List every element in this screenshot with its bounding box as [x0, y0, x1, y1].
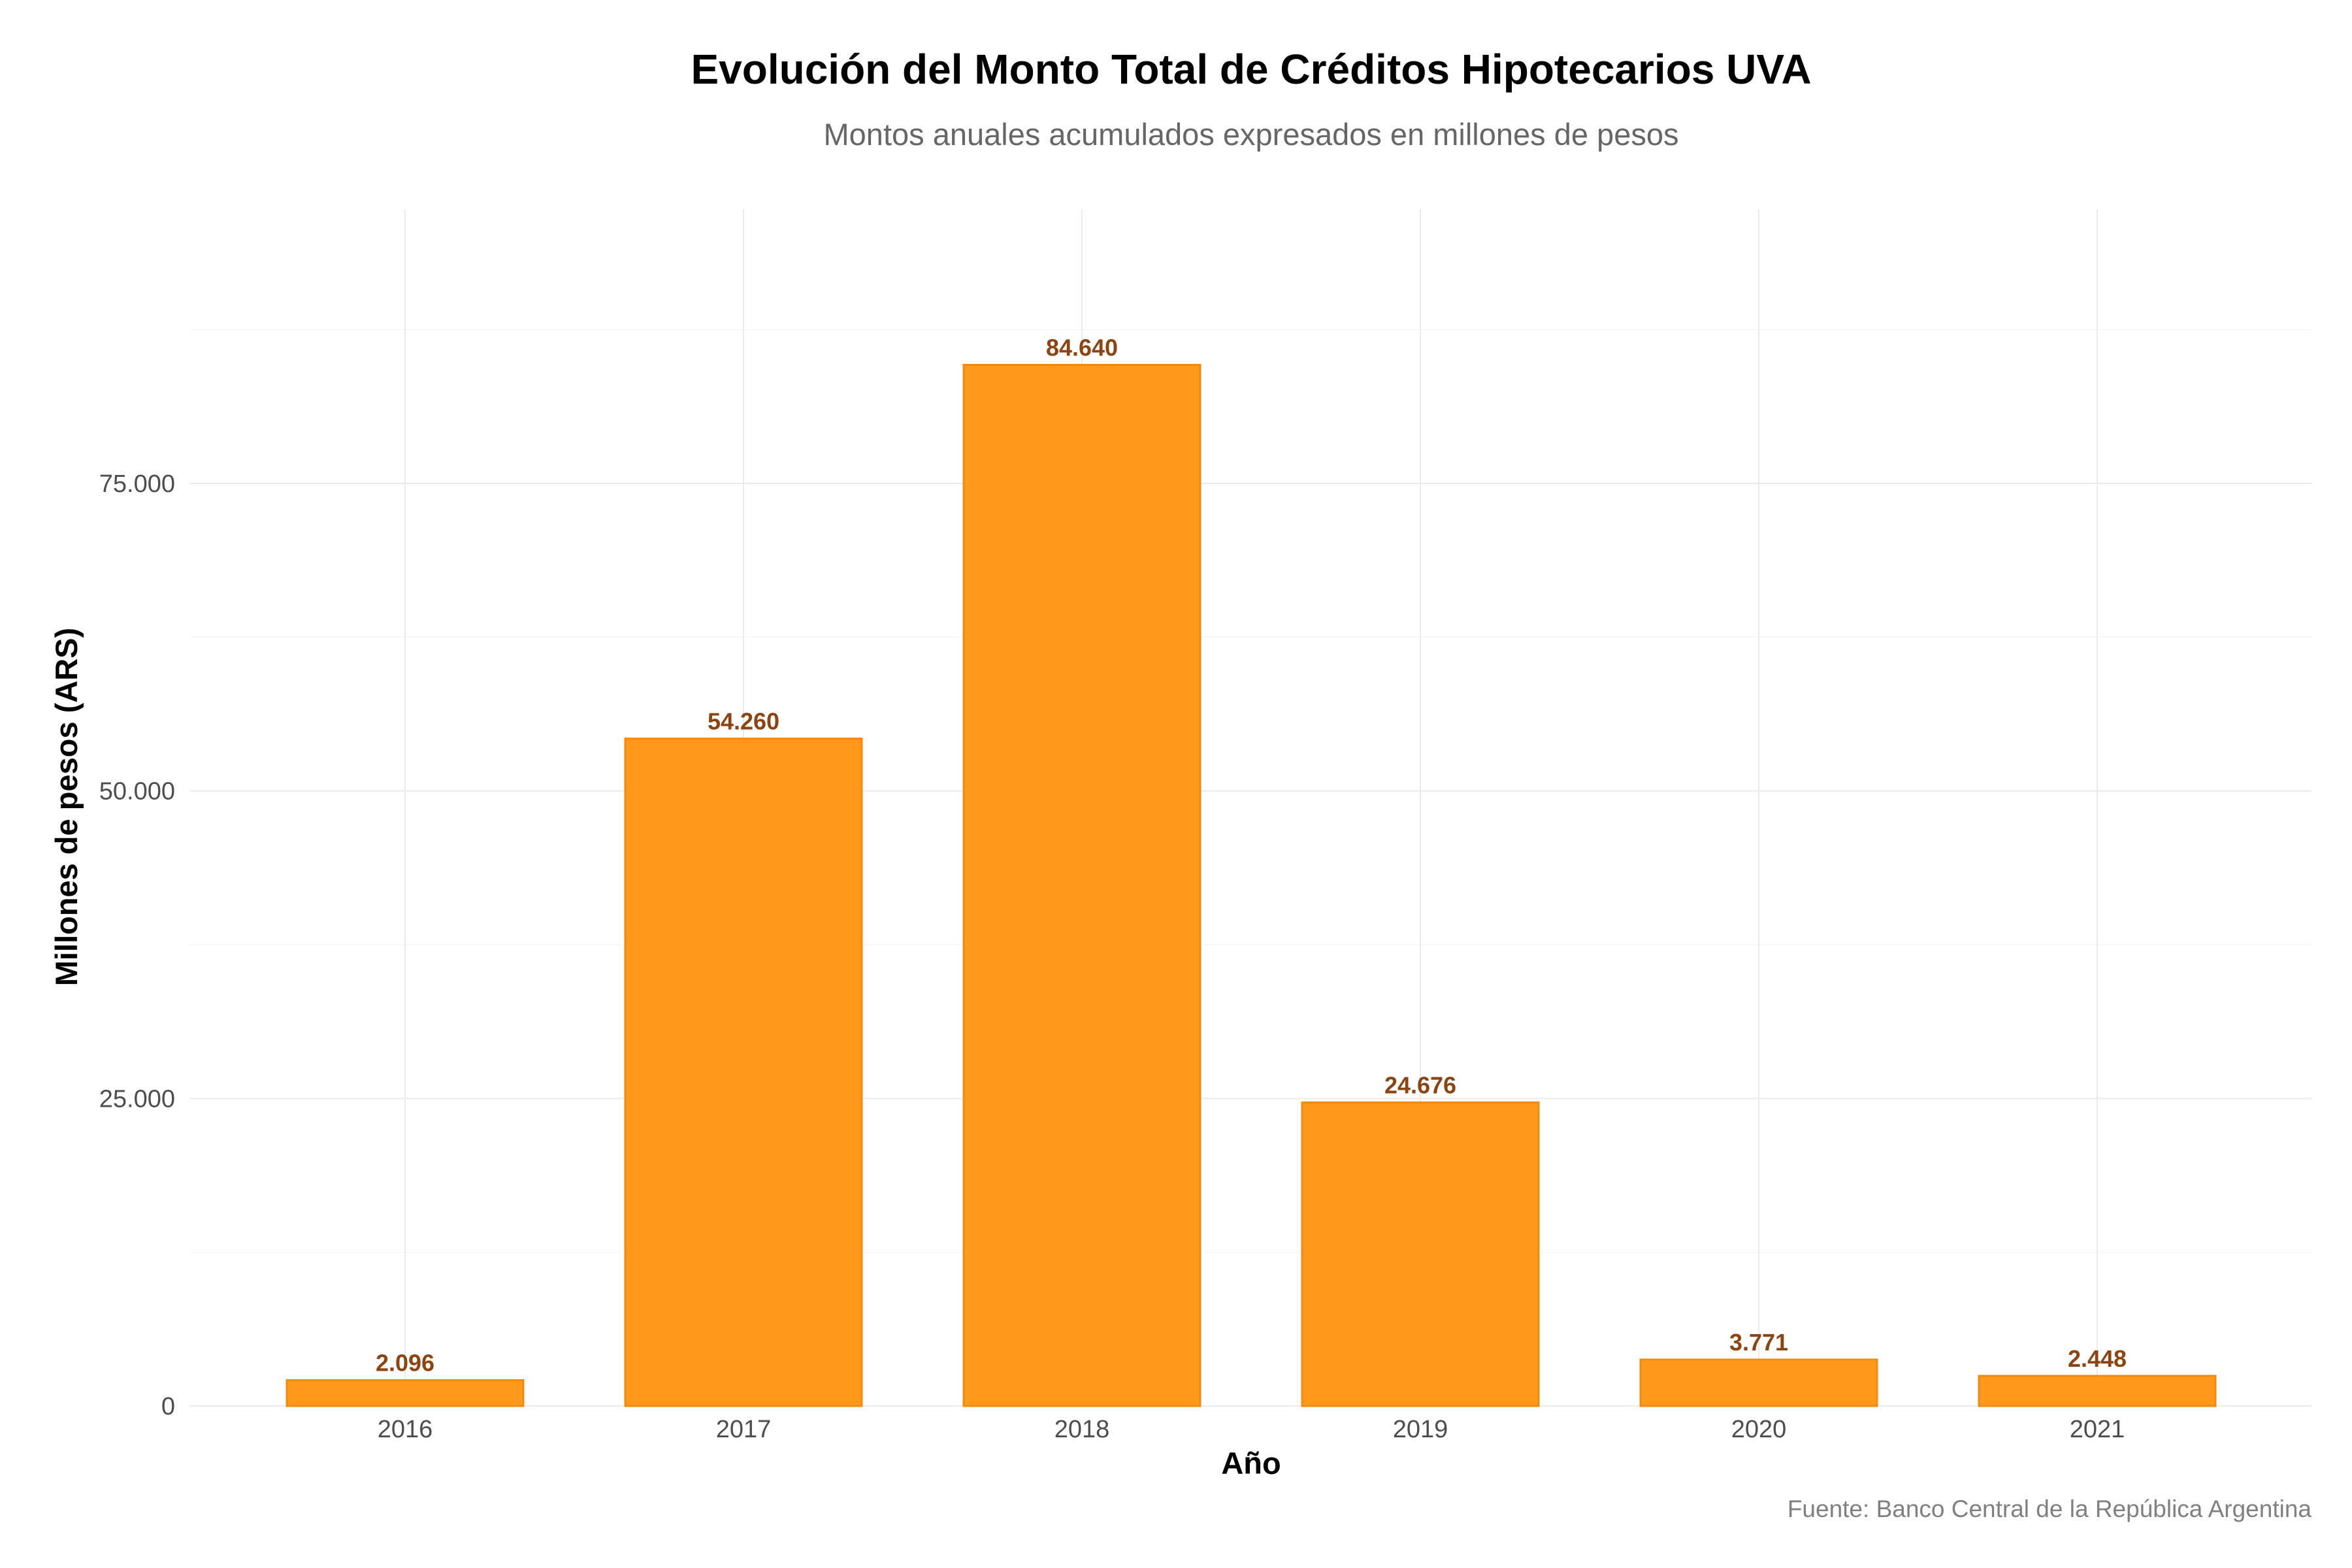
bar-2020 — [1639, 1358, 1878, 1407]
data-label-2021: 2.448 — [2068, 1345, 2127, 1372]
chart-subtitle: Montos anuales acumulados expresados en … — [824, 117, 1679, 152]
x-axis-ticks: 2016 2017 2018 2019 2020 2021 — [378, 1416, 2125, 1443]
x-tick-label-2017: 2017 — [716, 1416, 772, 1443]
data-label-2018: 84.640 — [1046, 335, 1118, 361]
y-tick-label: 50.000 — [99, 778, 175, 806]
x-tick-label-2019: 2019 — [1393, 1416, 1448, 1443]
bar-2016 — [286, 1379, 525, 1407]
bar-2021 — [1978, 1375, 2217, 1407]
data-label-2016: 2.096 — [376, 1350, 434, 1377]
data-labels: 2.096 54.260 84.640 24.676 3.771 2.448 — [376, 335, 2127, 1377]
bar-2017 — [624, 737, 863, 1407]
data-label-2017: 54.260 — [708, 708, 779, 734]
x-tick-label-2021: 2021 — [2070, 1416, 2125, 1443]
y-axis-ticks: 0 25.000 50.000 75.000 — [99, 470, 175, 1420]
bar-2019 — [1301, 1101, 1540, 1407]
x-tick-label-2016: 2016 — [378, 1416, 433, 1443]
x-axis-title: Año — [1221, 1446, 1281, 1480]
data-label-2020: 3.771 — [1729, 1329, 1788, 1356]
x-tick-label-2020: 2020 — [1731, 1416, 1787, 1443]
chart-title: Evolución del Monto Total de Créditos Hi… — [691, 46, 1811, 93]
chart-caption: Fuente: Banco Central de la República Ar… — [1788, 1495, 2312, 1522]
y-tick-label: 25.000 — [99, 1085, 175, 1113]
x-tick-label-2018: 2018 — [1054, 1416, 1110, 1443]
y-tick-label: 75.000 — [99, 470, 175, 498]
bars — [286, 364, 2217, 1407]
y-axis-title: Millones de pesos (ARS) — [49, 628, 84, 986]
bar-2018 — [962, 364, 1201, 1407]
data-label-2019: 24.676 — [1384, 1071, 1456, 1098]
y-tick-label: 0 — [161, 1393, 175, 1420]
